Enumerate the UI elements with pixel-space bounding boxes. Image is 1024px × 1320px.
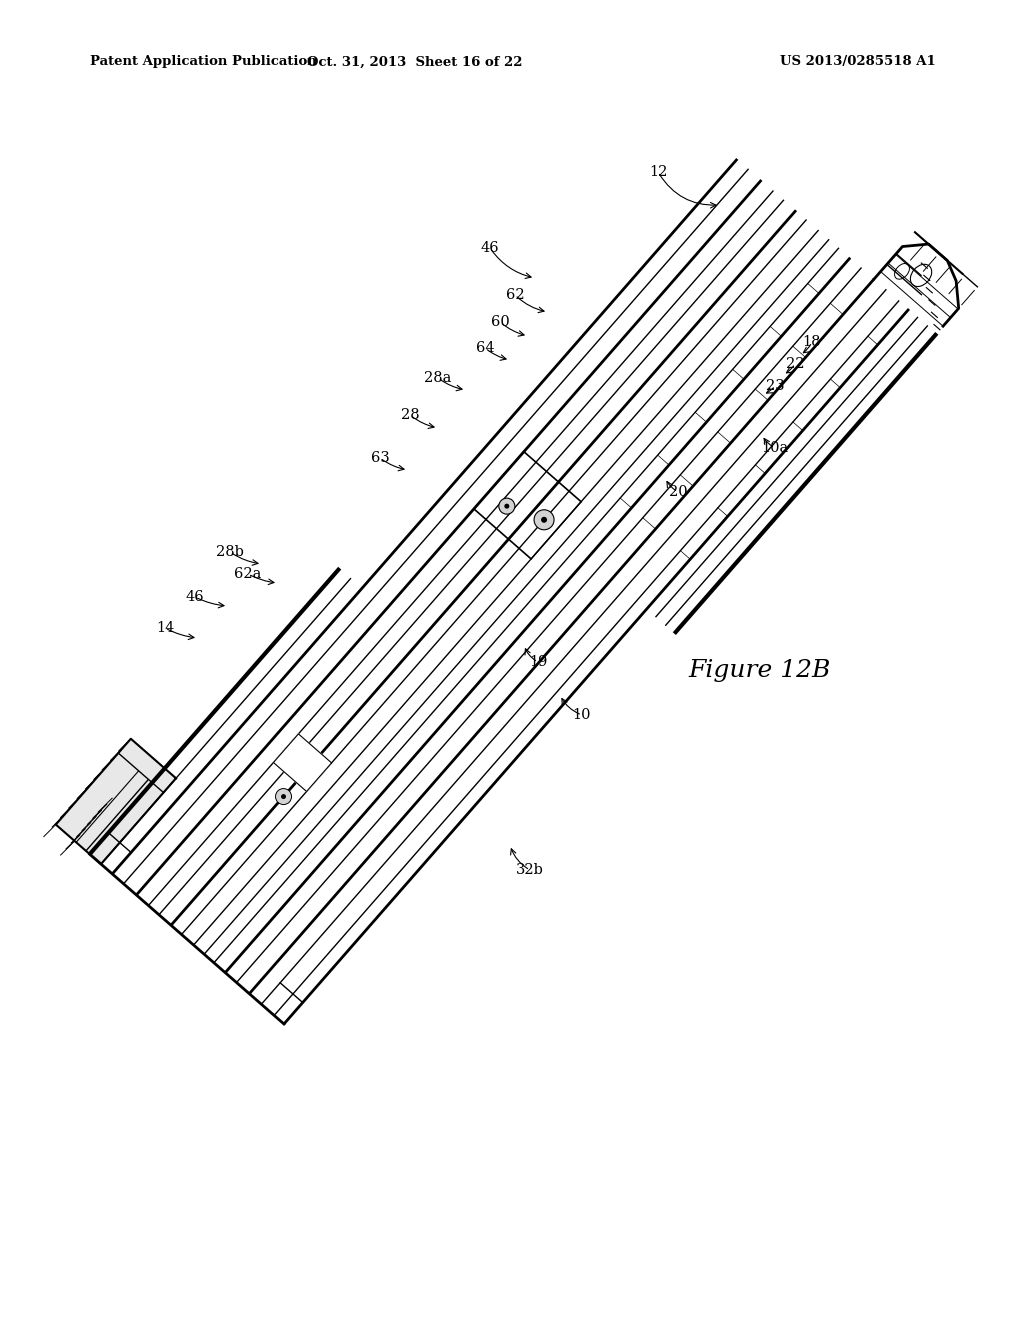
Text: 60: 60: [490, 315, 509, 329]
Text: 46: 46: [185, 590, 205, 605]
Text: 12: 12: [649, 165, 668, 180]
Polygon shape: [56, 739, 176, 865]
Text: 10a: 10a: [762, 441, 788, 455]
Text: 62: 62: [506, 288, 524, 302]
Text: 32b: 32b: [516, 863, 544, 876]
Text: 19: 19: [528, 655, 547, 669]
Text: Figure 12B: Figure 12B: [689, 659, 831, 681]
Text: 28: 28: [400, 408, 419, 422]
Text: 64: 64: [476, 341, 495, 355]
Text: Patent Application Publication: Patent Application Publication: [90, 55, 316, 69]
Circle shape: [541, 516, 547, 523]
Text: 63: 63: [371, 451, 389, 465]
Text: 23: 23: [766, 379, 784, 393]
Circle shape: [505, 504, 509, 508]
Text: Oct. 31, 2013  Sheet 16 of 22: Oct. 31, 2013 Sheet 16 of 22: [307, 55, 522, 69]
Text: 22: 22: [785, 356, 804, 371]
Circle shape: [535, 510, 554, 529]
Circle shape: [275, 788, 292, 805]
Text: 62a: 62a: [234, 568, 262, 581]
Circle shape: [499, 498, 515, 515]
Polygon shape: [273, 734, 332, 792]
Text: 18: 18: [803, 335, 821, 348]
Text: US 2013/0285518 A1: US 2013/0285518 A1: [780, 55, 936, 69]
Text: 20: 20: [669, 484, 687, 499]
Text: 46: 46: [480, 242, 500, 255]
Text: 10: 10: [572, 708, 591, 722]
Text: 28a: 28a: [424, 371, 452, 385]
Text: 14: 14: [156, 620, 174, 635]
Circle shape: [281, 795, 286, 799]
Text: 28b: 28b: [216, 545, 244, 558]
